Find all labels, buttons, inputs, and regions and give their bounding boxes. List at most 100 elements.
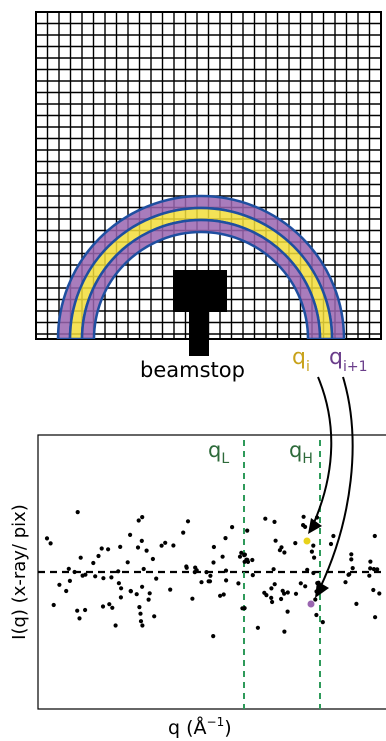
scatter-point bbox=[100, 604, 106, 609]
scatter-point bbox=[146, 597, 151, 602]
qi-label: qi bbox=[292, 345, 310, 375]
scatter-point bbox=[282, 550, 287, 555]
scatter-point bbox=[118, 544, 123, 550]
scatter-point bbox=[190, 596, 195, 601]
scatter-point bbox=[367, 573, 372, 578]
qL-label: qL bbox=[208, 438, 229, 467]
scatter-point bbox=[250, 573, 255, 578]
qi1-point bbox=[307, 600, 315, 608]
scatter-point bbox=[223, 568, 229, 573]
scatter-point bbox=[349, 552, 354, 557]
scatter-point bbox=[262, 590, 267, 595]
scatter-point bbox=[134, 592, 139, 597]
scatter-point bbox=[282, 629, 287, 634]
scatter-point bbox=[223, 536, 228, 541]
scatter-point bbox=[280, 588, 285, 593]
scatter-point bbox=[271, 567, 276, 572]
scatter-point bbox=[239, 550, 244, 555]
scatter-point bbox=[140, 623, 145, 628]
arrow-qi bbox=[312, 376, 333, 526]
scatter-point bbox=[346, 572, 351, 577]
scatter-point bbox=[44, 536, 50, 541]
scatter-point bbox=[51, 602, 56, 608]
scatter-point bbox=[269, 595, 274, 601]
qi1-label: qi+1 bbox=[329, 345, 368, 375]
scatter-point bbox=[242, 552, 247, 557]
scatter-point bbox=[168, 587, 173, 592]
scatter-point bbox=[101, 576, 106, 581]
scatter-point bbox=[293, 591, 299, 596]
x-axis-label: q (Å−1) bbox=[168, 715, 232, 739]
scatter-point bbox=[311, 543, 316, 548]
scatter-point bbox=[230, 525, 235, 530]
scatter-point bbox=[371, 587, 376, 593]
y-axis-label: I(q) (x-ray/ pix) bbox=[9, 504, 30, 640]
scatter-point bbox=[206, 579, 211, 584]
scatter-point bbox=[152, 614, 157, 619]
scatter-point bbox=[99, 546, 104, 551]
scatter-point bbox=[204, 570, 209, 575]
scatter-point bbox=[208, 573, 213, 578]
scatter-point bbox=[354, 601, 359, 607]
scatter-point bbox=[272, 519, 277, 525]
scatter-point bbox=[192, 570, 197, 575]
scatter-point bbox=[116, 569, 121, 574]
intensity-plot bbox=[37, 434, 386, 710]
arrow-qi1 bbox=[319, 376, 354, 589]
scatter-point bbox=[77, 616, 82, 621]
scatter-point bbox=[48, 541, 53, 546]
scatter-point bbox=[128, 532, 133, 538]
scatter-point bbox=[110, 605, 115, 610]
scatter-point bbox=[185, 519, 191, 524]
scatter-point bbox=[311, 570, 316, 576]
scatter-point bbox=[57, 582, 62, 587]
beamstop-head bbox=[173, 270, 227, 312]
scatter-point bbox=[137, 605, 142, 610]
scatter-point bbox=[244, 557, 249, 562]
scatter-point bbox=[237, 554, 243, 559]
scatter-point bbox=[211, 634, 216, 639]
scatter-point bbox=[211, 544, 216, 550]
scatter-point bbox=[328, 541, 334, 547]
scatter-point bbox=[285, 609, 290, 614]
arrows bbox=[308, 376, 354, 598]
scatter-point bbox=[116, 581, 121, 586]
scatter-point bbox=[163, 540, 168, 545]
scatter-point bbox=[298, 581, 303, 586]
scatter-point bbox=[107, 602, 112, 607]
scatter-point bbox=[218, 593, 223, 598]
scatter-point bbox=[368, 566, 373, 571]
scatter-point bbox=[293, 541, 298, 546]
scatter-point bbox=[75, 509, 80, 515]
scatter-point bbox=[211, 560, 216, 565]
scatter-point bbox=[118, 595, 123, 600]
scatter-point bbox=[184, 564, 189, 569]
scatter-point bbox=[301, 514, 306, 519]
scatter-point bbox=[240, 606, 245, 611]
scatter-point bbox=[128, 588, 133, 594]
scatter-point bbox=[377, 591, 382, 596]
scatter-point bbox=[236, 581, 241, 586]
ring-qi1-inner bbox=[80, 218, 322, 339]
scatter-point bbox=[349, 557, 354, 562]
scatter-point bbox=[301, 523, 306, 528]
scatter-point bbox=[171, 543, 176, 548]
scatter-point bbox=[273, 538, 278, 543]
scatter-point bbox=[64, 588, 69, 594]
scatter-point bbox=[371, 567, 376, 572]
scatter-point bbox=[113, 623, 118, 628]
scatter-point bbox=[154, 576, 159, 581]
scatter-point bbox=[199, 580, 204, 585]
scatter-point bbox=[314, 612, 319, 618]
scatter-point bbox=[91, 560, 96, 566]
beamstop-label: beamstop bbox=[140, 358, 245, 382]
scatter-point bbox=[75, 608, 80, 613]
scatter-point bbox=[138, 611, 143, 616]
scatter-point bbox=[303, 584, 308, 589]
scatter-point bbox=[140, 584, 145, 589]
qH-label: qH bbox=[289, 438, 313, 467]
scatter-point bbox=[245, 528, 250, 533]
scatter-point bbox=[159, 543, 164, 548]
scatter-points bbox=[44, 509, 382, 639]
scatter-point bbox=[140, 515, 145, 520]
